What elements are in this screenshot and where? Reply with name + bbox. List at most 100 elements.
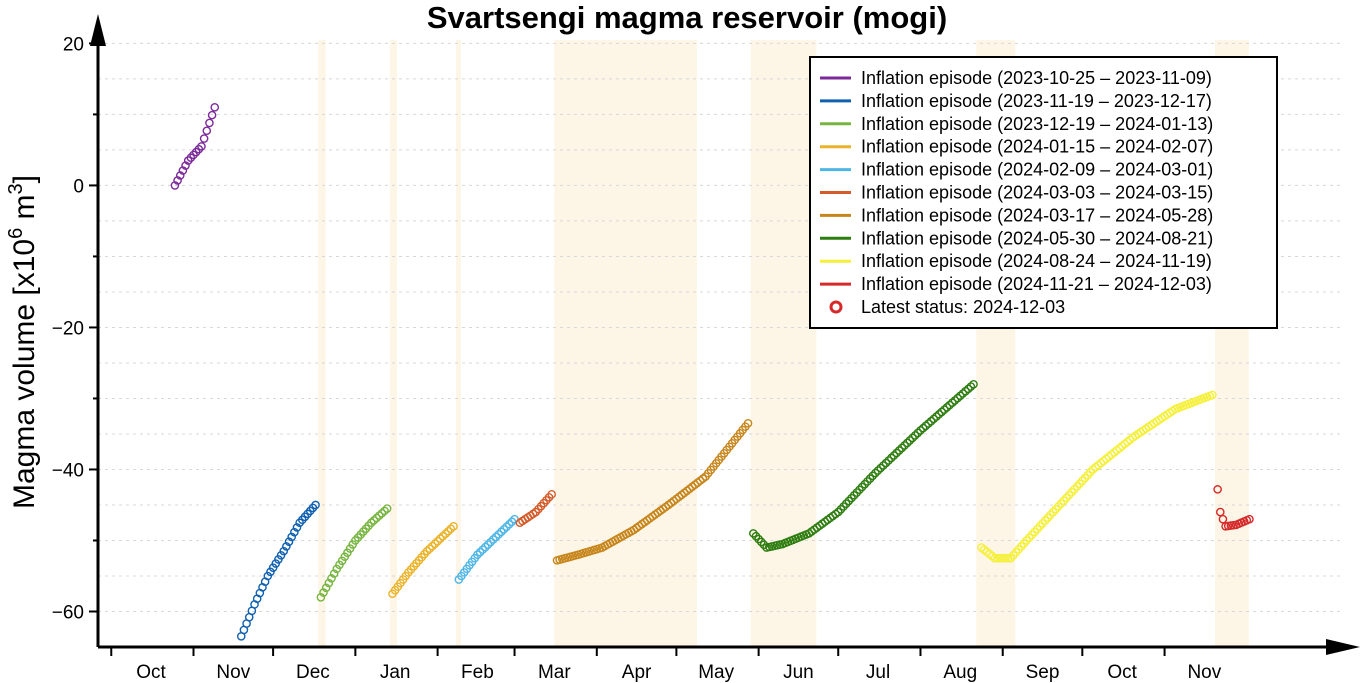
data-point: [884, 456, 893, 465]
data-point: [966, 382, 976, 391]
x-ticks: Oct Nov Dec Jan Feb Mar Apr May Jun Jul Aug Sep Oct N…: [110, 647, 1222, 683]
series-points: [388, 521, 458, 599]
data-point: [483, 540, 493, 549]
data-point: [499, 525, 509, 534]
x-tick-label: Mar: [538, 662, 571, 683]
legend: Inflation episode (2023-10-25 – 2023-11-…: [809, 56, 1278, 329]
data-point: [478, 545, 488, 554]
y-ticks: 20 0 −20 −40 −60: [52, 34, 98, 623]
data-point: [894, 446, 904, 455]
data-point: [507, 517, 517, 527]
series-points: [749, 379, 978, 552]
eruption-period-shade: [456, 40, 461, 647]
data-point: [175, 171, 185, 180]
data-point: [924, 419, 933, 428]
data-point: [995, 553, 1005, 563]
data-point: [427, 541, 437, 551]
legend-entry: Inflation episode (2024-11-21 – 2024-12-…: [861, 274, 1212, 294]
data-point: [382, 504, 392, 513]
y-tick-label: −20: [52, 318, 84, 339]
series-points: [236, 500, 320, 641]
legend-entry: Inflation episode (2023-12-19 – 2024-01-…: [861, 114, 1213, 134]
data-point: [287, 532, 296, 542]
data-point: [366, 518, 376, 528]
data-point: [173, 176, 182, 185]
x-tick-label: Oct: [136, 662, 166, 683]
x-tick-label: Nov: [216, 662, 250, 683]
x-tick-label: Oct: [1107, 662, 1137, 683]
x-tick-label: Sep: [1026, 662, 1060, 683]
data-point: [282, 542, 291, 551]
data-point: [910, 431, 920, 440]
data-point: [897, 443, 907, 453]
data-point: [879, 461, 888, 470]
data-point: [889, 451, 899, 460]
data-point: [369, 516, 379, 525]
y-axis-arrow: [90, 14, 106, 46]
data-point: [921, 421, 931, 431]
x-tick-label: Jun: [783, 662, 814, 683]
data-point: [905, 436, 915, 445]
data-point: [990, 553, 1000, 563]
data-point: [873, 466, 883, 475]
y-tick-label: 0: [73, 176, 84, 197]
data-point: [489, 535, 498, 544]
data-point: [993, 553, 1002, 563]
data-point: [860, 479, 870, 489]
data-point: [942, 403, 952, 412]
data-point: [902, 438, 912, 448]
data-point: [491, 532, 501, 542]
data-point: [868, 471, 878, 481]
data-point: [547, 490, 556, 499]
data-point: [876, 463, 885, 473]
data-point: [422, 546, 432, 556]
series-points: [454, 514, 519, 584]
x-axis-arrow: [1326, 639, 1360, 655]
data-point: [316, 592, 326, 602]
legend-entry: Inflation episode (2024-05-30 – 2024-08-…: [861, 228, 1213, 248]
data-point: [207, 110, 217, 120]
data-point: [932, 412, 941, 421]
series-points: [170, 103, 220, 190]
data-point: [327, 574, 336, 583]
data-point: [502, 522, 511, 532]
x-tick-label: Apr: [622, 662, 652, 683]
series-points: [316, 504, 392, 602]
data-point: [918, 423, 928, 433]
y-axis-label: Magma volume [x106 m3]: [5, 175, 41, 509]
data-point: [435, 534, 445, 544]
data-point: [950, 396, 960, 405]
data-point: [290, 527, 299, 537]
data-point: [197, 142, 206, 151]
data-point: [210, 103, 220, 112]
data-point: [504, 519, 514, 529]
series-layer: [170, 103, 1254, 641]
data-point: [475, 547, 485, 557]
data-point: [324, 578, 334, 588]
legend-entry: Inflation episode (2024-03-03 – 2024-03-…: [861, 183, 1213, 203]
data-point: [430, 539, 440, 548]
data-point: [913, 428, 923, 438]
data-point: [202, 126, 212, 136]
data-point: [841, 499, 851, 509]
data-point: [329, 569, 339, 578]
y-tick-label: 20: [63, 34, 84, 55]
data-point: [1213, 485, 1222, 494]
x-tick-label: May: [698, 662, 734, 683]
data-point: [953, 393, 962, 403]
data-point: [940, 405, 949, 414]
data-point: [863, 477, 872, 486]
data-point: [199, 134, 209, 143]
data-point: [377, 508, 387, 518]
eruption-period-shade: [750, 40, 817, 647]
data-point: [900, 441, 909, 450]
data-point: [1208, 390, 1217, 400]
data-point: [496, 527, 506, 537]
data-point: [969, 379, 978, 389]
data-point: [871, 468, 880, 478]
data-point: [292, 523, 302, 532]
data-point: [443, 526, 453, 536]
series-points: [1213, 485, 1254, 531]
eruption-period-shade: [554, 40, 697, 647]
data-point: [170, 181, 180, 190]
